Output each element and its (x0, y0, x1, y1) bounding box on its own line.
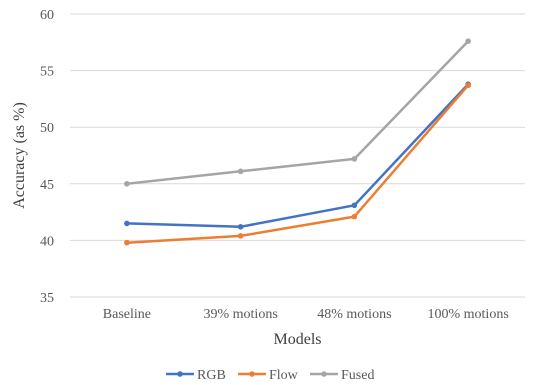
x-tick-labels: Baseline 39% motions 48% motions 100% motio… (103, 307, 509, 322)
legend-marker-rgb (177, 371, 183, 377)
x-axis-title: Models (274, 331, 322, 348)
legend: RGB Flow Fused (166, 368, 374, 383)
data-point-flow-1 (237, 233, 244, 239)
legend-marker-fused (321, 371, 327, 377)
data-point-flow-3 (465, 82, 471, 89)
y-tick-45: 45 (40, 178, 54, 193)
data-point-flow-2 (351, 213, 358, 220)
data-point-flow-0 (124, 239, 130, 246)
y-tick-60: 60 (40, 8, 54, 23)
y-tick-35: 35 (40, 291, 54, 306)
x-tick-0: Baseline (103, 307, 151, 322)
legend-label-rgb: RGB (197, 368, 226, 383)
y-tick-55: 55 (40, 65, 54, 80)
y-tick-40: 40 (40, 234, 54, 249)
series-lines (124, 38, 471, 246)
x-tick-2: 48% motions (317, 307, 391, 322)
data-point-fused-3 (465, 38, 471, 44)
legend-marker-flow (249, 371, 255, 377)
legend-label-flow: Flow (269, 368, 299, 383)
data-point-fused-2 (351, 156, 358, 162)
x-tick-3: 100% motions (427, 307, 508, 322)
data-point-rgb-0 (124, 220, 130, 227)
y-tick-50: 50 (40, 121, 54, 136)
gridlines (70, 13, 525, 298)
legend-label-fused: Fused (341, 368, 374, 383)
data-point-rgb-2 (351, 202, 358, 209)
y-tick-labels: 35 40 45 50 55 60 (40, 8, 54, 306)
data-point-rgb-1 (237, 224, 244, 230)
series-line-rgb (125, 82, 470, 229)
series-line-flow (125, 84, 470, 244)
series-line-fused (125, 39, 470, 186)
data-point-fused-0 (124, 181, 130, 187)
y-axis-title: Accuracy (as %) (11, 102, 28, 209)
data-point-fused-1 (237, 168, 244, 175)
x-tick-1: 39% motions (203, 307, 277, 322)
